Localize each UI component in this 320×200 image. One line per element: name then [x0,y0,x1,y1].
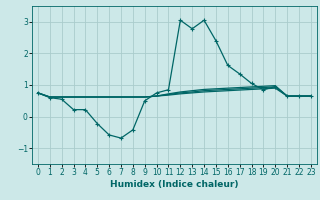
X-axis label: Humidex (Indice chaleur): Humidex (Indice chaleur) [110,180,239,189]
